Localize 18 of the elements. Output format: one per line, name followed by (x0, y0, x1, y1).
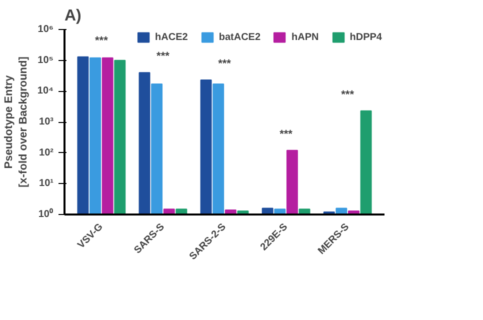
y-tick-label: 10¹ (39, 178, 54, 190)
annotation: *** (95, 34, 109, 47)
legend-label: batACE2 (218, 32, 261, 42)
chart-title: A) (64, 8, 82, 24)
y-tick-label: 10⁶ (38, 24, 54, 35)
y-axis-title: Pseudotype Entry [x-fold over Background] (3, 56, 30, 188)
annotation: *** (218, 58, 232, 70)
y-tick-label: 10⁰ (38, 208, 54, 220)
legend-label: hACE2 (155, 32, 188, 42)
y-tick-label: 10³ (39, 116, 54, 128)
annotation: *** (280, 128, 294, 140)
annotation: *** (341, 88, 355, 101)
legend-label: hDPP4 (350, 32, 382, 42)
annotation: *** (156, 50, 170, 63)
legend-label: hAPN (292, 32, 319, 42)
y-tick-label: 10⁵ (38, 54, 54, 66)
y-tick-label: 10⁴ (37, 86, 54, 97)
y-tick-label: 10² (39, 147, 54, 158)
